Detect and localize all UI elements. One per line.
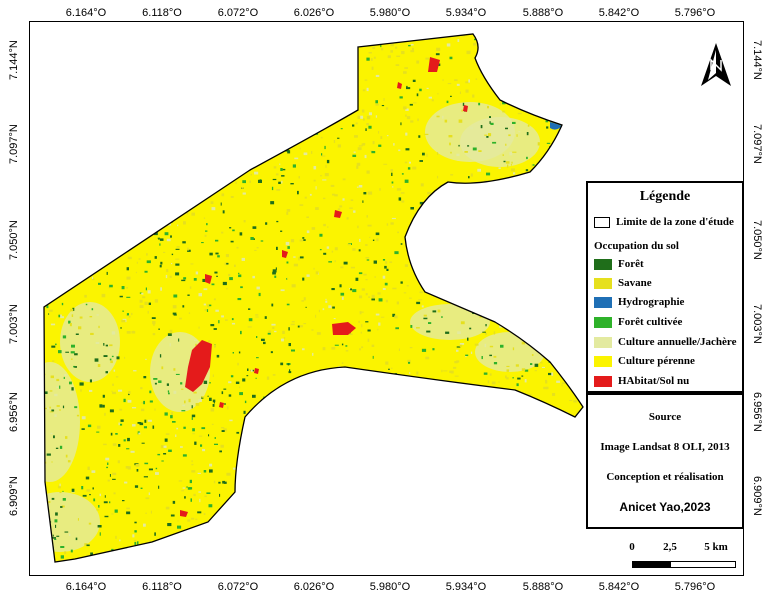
legend-item: Forêt [594, 258, 644, 270]
longitude-label-top: 6.164°O [66, 7, 106, 19]
longitude-label-bottom: 5.796°O [675, 581, 715, 593]
source-panel: Source Image Landsat 8 OLI, 2013 Concept… [586, 393, 744, 529]
legend-item-label: HAbitat/Sol nu [618, 375, 689, 387]
legend-boundary-label: Limite de la zone d'étude [616, 216, 734, 228]
scale-label-end: 5 km [704, 541, 728, 553]
legend-item-label: Forêt cultivée [618, 316, 682, 328]
legend-swatch [594, 337, 612, 348]
legend-item-label: Culture pérenne [618, 355, 695, 367]
longitude-label-bottom: 6.026°O [294, 581, 334, 593]
author-credit: Anicet Yao,2023 [588, 500, 742, 514]
legend-swatch [594, 259, 612, 270]
latitude-label-left: 6.956°N [7, 382, 21, 442]
longitude-label-top: 5.842°O [599, 7, 639, 19]
longitude-label-top: 5.796°O [675, 7, 715, 19]
legend-title: Légende [588, 189, 742, 205]
legend-item: Hydrographie [594, 296, 684, 308]
latitude-label-right: 6.956°N [750, 382, 764, 442]
latitude-label-left: 7.050°N [7, 210, 21, 270]
boundary-swatch [594, 217, 610, 228]
latitude-label-right: 7.003°N [750, 294, 764, 354]
credit-title: Conception et réalisation [588, 471, 742, 483]
legend-item-label: Hydrographie [618, 296, 684, 308]
latitude-label-left: 7.097°N [7, 114, 21, 174]
legend-item-label: Forêt [618, 258, 644, 270]
latitude-label-right: 6.909°N [750, 466, 764, 526]
source-title: Source [588, 411, 742, 423]
scale-segment-white [670, 561, 736, 568]
legend-swatch [594, 356, 612, 367]
longitude-label-bottom: 5.842°O [599, 581, 639, 593]
latitude-label-left: 6.909°N [7, 466, 21, 526]
legend-item-label: Culture annuelle/Jachère [618, 336, 736, 348]
legend-item: Forêt cultivée [594, 316, 682, 328]
longitude-label-top: 5.980°O [370, 7, 410, 19]
longitude-label-bottom: 5.934°O [446, 581, 486, 593]
longitude-label-top: 5.934°O [446, 7, 486, 19]
longitude-label-bottom: 5.888°O [523, 581, 563, 593]
latitude-label-right: 7.144°N [750, 30, 764, 90]
scale-label-mid: 2,5 [663, 541, 677, 553]
north-arrow-icon [694, 40, 738, 92]
latitude-label-left: 7.003°N [7, 294, 21, 354]
longitude-label-top: 6.026°O [294, 7, 334, 19]
longitude-label-top: 6.118°O [142, 7, 182, 19]
latitude-label-right: 7.097°N [750, 114, 764, 174]
legend-item: HAbitat/Sol nu [594, 375, 689, 387]
legend-swatch [594, 376, 612, 387]
latitude-label-right: 7.050°N [750, 210, 764, 270]
source-image: Image Landsat 8 OLI, 2013 [588, 441, 742, 453]
legend-panel: Légende Limite de la zone d'étude Occupa… [586, 181, 744, 393]
scale-label-0: 0 [629, 541, 635, 553]
legend-swatch [594, 278, 612, 289]
legend-boundary-row: Limite de la zone d'étude [594, 216, 734, 228]
longitude-label-bottom: 6.072°O [218, 581, 258, 593]
scale-bar: 0 2,5 5 km [632, 541, 742, 571]
longitude-label-top: 6.072°O [218, 7, 258, 19]
longitude-label-bottom: 6.164°O [66, 581, 106, 593]
legend-item: Culture pérenne [594, 355, 695, 367]
longitude-label-bottom: 5.980°O [370, 581, 410, 593]
legend-item-label: Savane [618, 277, 652, 289]
legend-item: Culture annuelle/Jachère [594, 336, 736, 348]
legend-swatch [594, 317, 612, 328]
legend-section-title: Occupation du sol [594, 240, 679, 252]
longitude-label-top: 5.888°O [523, 7, 563, 19]
legend-item: Savane [594, 277, 652, 289]
scale-segment-black [632, 561, 670, 568]
longitude-label-bottom: 6.118°O [142, 581, 182, 593]
legend-swatch [594, 297, 612, 308]
latitude-label-left: 7.144°N [7, 30, 21, 90]
